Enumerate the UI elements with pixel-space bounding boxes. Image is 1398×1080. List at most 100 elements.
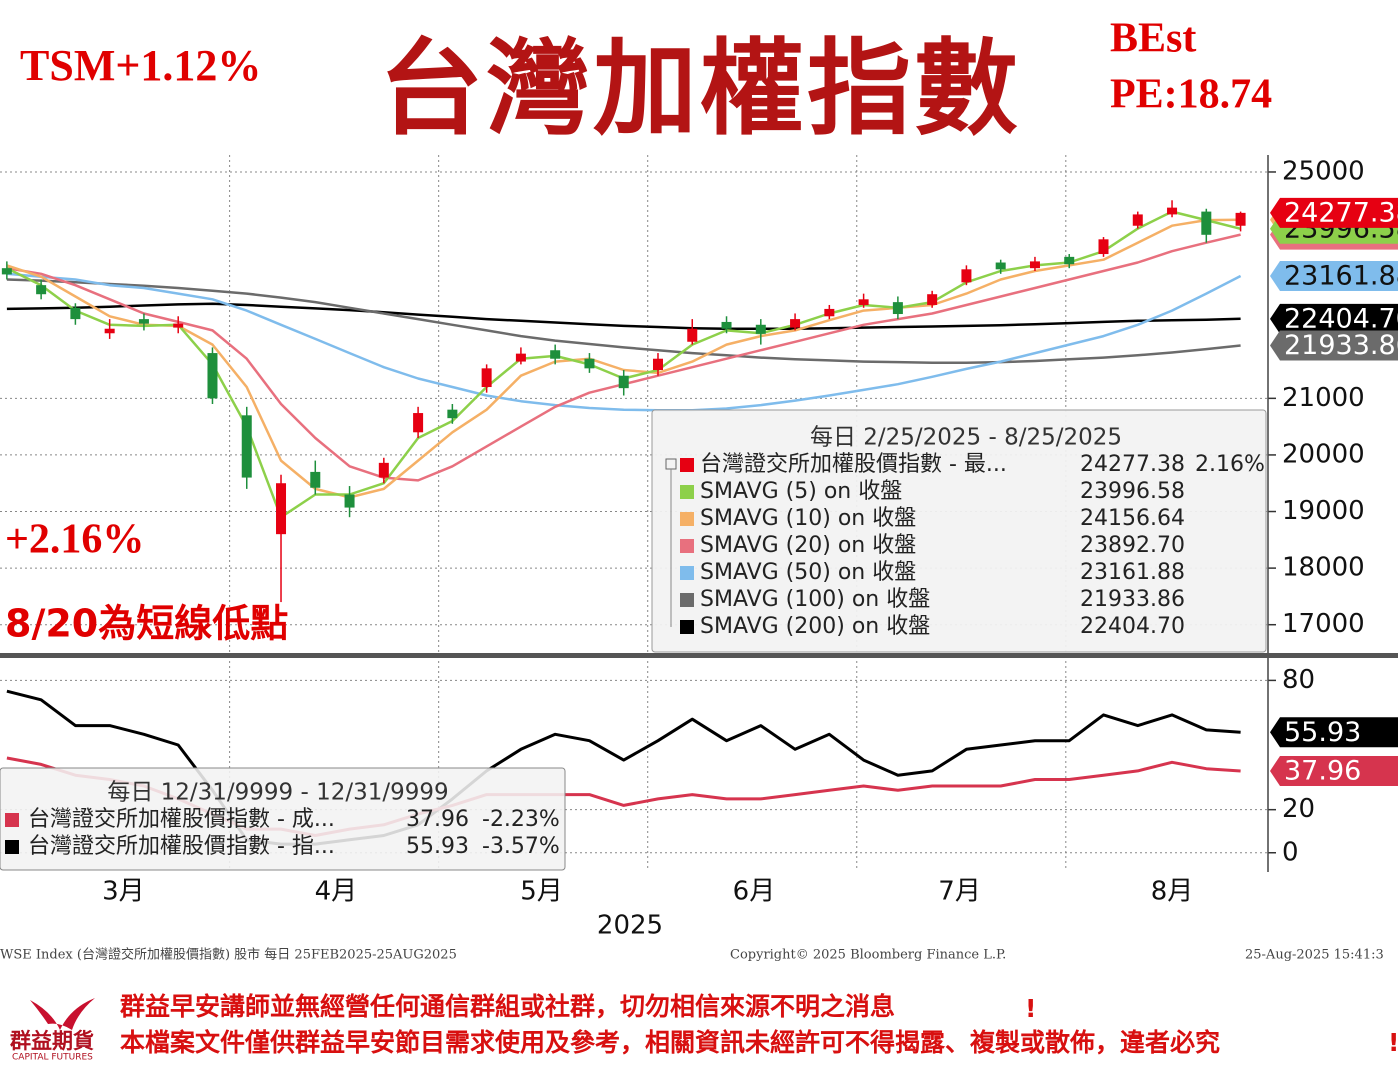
- logo-name: 群益期貨: [10, 1029, 94, 1053]
- candle-body: [1201, 211, 1212, 235]
- value-tag: [1270, 330, 1398, 361]
- chart-area: 17000 18000 19000 20000 21000 25000 0 20 80 3月 4月 5…: [0, 155, 1398, 941]
- candle-body: [413, 413, 424, 433]
- candle-body: [1, 268, 12, 275]
- value-tag-label: 22404.70: [1284, 303, 1398, 334]
- value-tag: [1270, 260, 1398, 291]
- legend-label: 台灣證交所加權股價指數 - 指...: [28, 834, 335, 859]
- y-tick-label: 20000: [1282, 439, 1365, 469]
- line-series: [6, 272, 1242, 412]
- candle-body: [378, 462, 389, 478]
- candle-body: [70, 307, 81, 320]
- y-tick-label: 19000: [1282, 496, 1365, 526]
- candle-body: [344, 494, 355, 508]
- candle-body: [927, 294, 938, 305]
- candle-body: [721, 321, 732, 329]
- legend-swatch: [680, 485, 694, 499]
- legend-swatch: [680, 512, 694, 526]
- disclaimer-line: 本檔案文件僅供群益早安節目需求使用及參考，相關資訊未經許可不得揭露、複製或散佈，…: [120, 1028, 1220, 1057]
- candle-body: [276, 483, 287, 535]
- logo-mark: [30, 998, 95, 1030]
- y-tick-label: 18000: [1282, 553, 1365, 583]
- candle-body: [447, 409, 458, 419]
- value-tag-label: 37.96: [1284, 755, 1361, 786]
- x-tick-label: 6月: [733, 877, 776, 907]
- candle-body: [755, 324, 766, 334]
- x-tick-label: 3月: [102, 877, 145, 907]
- candle-body: [1098, 239, 1109, 255]
- value-tag-label: 21933.86: [1284, 330, 1398, 361]
- candle-body: [1167, 207, 1178, 215]
- legend-swatch: [680, 620, 694, 634]
- legend-value: 23996.58: [1080, 479, 1185, 504]
- candle-body: [138, 319, 149, 324]
- value-tag: [1270, 303, 1398, 334]
- x-tick-label: 7月: [938, 877, 981, 907]
- legend-value: 23161.88: [1080, 560, 1185, 585]
- legend-title: 每日 2/25/2025 - 8/25/2025: [810, 425, 1122, 451]
- candle-body: [1235, 212, 1246, 226]
- legend-label: SMAVG (100) on 收盤: [700, 587, 930, 612]
- legend-value: 23892.70: [1080, 533, 1185, 558]
- legend-change: -3.57%: [482, 834, 560, 859]
- candle-body: [1064, 256, 1075, 265]
- legend-value: 55.93: [406, 834, 469, 859]
- candle-body: [1132, 214, 1143, 226]
- candle-body: [173, 323, 184, 328]
- pe-note: PE:18.74: [1110, 72, 1272, 118]
- line-series: [6, 278, 1241, 364]
- value-tag: [1270, 197, 1398, 228]
- legend-label: 台灣證交所加權股價指數 - 成...: [28, 807, 335, 832]
- value-tag-label: 24277.38: [1284, 197, 1398, 228]
- legend-title: 每日 12/31/9999 - 12/31/9999: [107, 780, 448, 806]
- y-tick-label: 17000: [1282, 609, 1365, 639]
- candle-body: [858, 299, 869, 305]
- candle-body: [481, 368, 492, 388]
- candle-body: [104, 328, 115, 334]
- legend-swatch: [680, 593, 694, 607]
- candle-body: [584, 358, 595, 369]
- footer-left: WSE Index (台灣證交所加權股價指數) 股市 每日 25FEB2025-…: [0, 947, 457, 963]
- main-title: 台灣加權指數: [379, 27, 1021, 149]
- candle-body: [790, 319, 801, 328]
- candle-body: [687, 328, 698, 342]
- candle-body: [550, 350, 561, 359]
- legend-label: SMAVG (20) on 收盤: [700, 533, 916, 558]
- candle-body: [824, 308, 835, 317]
- candle-body: [241, 415, 252, 478]
- legend-label: SMAVG (200) on 收盤: [700, 614, 930, 639]
- legend-value: 21933.86: [1080, 587, 1185, 612]
- candle-body: [515, 353, 526, 362]
- y-tick-label: 21000: [1282, 383, 1365, 413]
- candle-body: [892, 302, 903, 315]
- footer-right: 25-Aug-2025 15:41:3: [1245, 948, 1384, 963]
- y-tick-label: 0: [1282, 837, 1299, 867]
- legend-swatch: [5, 813, 19, 827]
- candle-body: [652, 358, 663, 371]
- y-tick-label: 25000: [1282, 156, 1365, 186]
- legend-swatch: [680, 566, 694, 580]
- legend-box: [0, 767, 566, 871]
- panel-separator: [0, 653, 1398, 658]
- legend-swatch: [680, 539, 694, 553]
- legend-value: 22404.70: [1080, 614, 1185, 639]
- y-tick-label: 20: [1282, 794, 1315, 824]
- disclaimer-mark: !: [1025, 994, 1036, 1023]
- value-tag: [1270, 717, 1398, 748]
- legend-box: [651, 409, 1267, 653]
- legend-label: SMAVG (10) on 收盤: [700, 506, 916, 531]
- y-tick-label: 80: [1282, 665, 1315, 695]
- legend-value: 24277.38: [1080, 452, 1185, 477]
- tsm-note: TSM+1.12%: [20, 41, 261, 90]
- legend-label: SMAVG (50) on 收盤: [700, 560, 916, 585]
- legend-change: 2.16%: [1195, 452, 1265, 477]
- legend-swatch: [680, 458, 694, 472]
- legend-change: -2.23%: [482, 807, 560, 832]
- value-tag-label: 23161.88: [1284, 260, 1398, 291]
- candle-body: [310, 471, 321, 488]
- line-series: [6, 302, 1241, 330]
- legend-label: SMAVG (5) on 收盤: [700, 479, 902, 504]
- candle-body: [1029, 261, 1040, 269]
- value-tag: [1270, 755, 1398, 786]
